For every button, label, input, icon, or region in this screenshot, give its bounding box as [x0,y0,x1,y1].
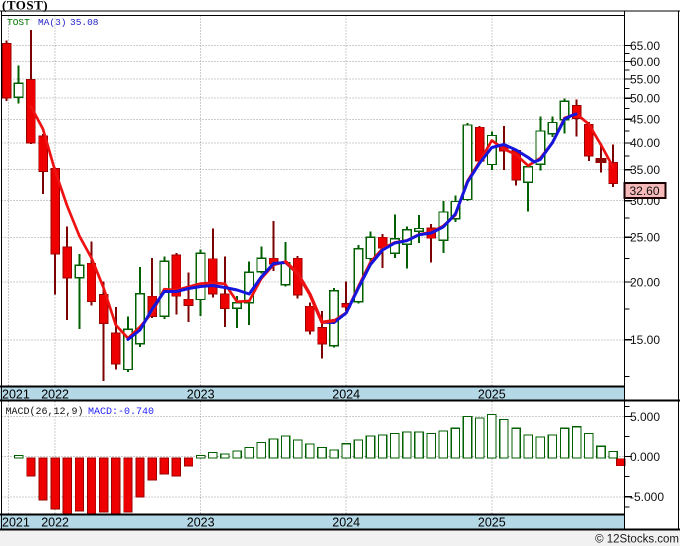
svg-text:45.00: 45.00 [630,113,660,127]
svg-text:2024: 2024 [332,388,360,402]
svg-text:35.08: 35.08 [70,17,99,28]
svg-text:55.00: 55.00 [630,72,660,86]
svg-text:50.00: 50.00 [630,92,660,106]
svg-text:25.00: 25.00 [630,231,660,245]
svg-text:65.00: 65.00 [630,39,660,53]
svg-text:MACD(26,12,9): MACD(26,12,9) [6,406,84,418]
svg-text:5.000: 5.000 [630,410,660,424]
svg-text:(TOST): (TOST) [2,0,48,13]
svg-text:-5.000: -5.000 [630,490,664,504]
svg-text:20.00: 20.00 [630,275,660,289]
svg-text:2022: 2022 [41,388,69,402]
svg-text:MACD:-0.740: MACD:-0.740 [88,407,154,418]
svg-text:MA(3): MA(3) [38,17,67,28]
svg-text:2023: 2023 [187,516,215,530]
svg-text:2025: 2025 [478,516,506,530]
svg-text:2023: 2023 [187,388,215,402]
svg-text:2024: 2024 [332,516,360,530]
svg-text:2021: 2021 [2,388,30,402]
svg-text:15.00: 15.00 [630,333,660,347]
svg-text:40.00: 40.00 [630,136,660,150]
svg-text:2022: 2022 [41,516,69,530]
svg-text:© 12Stocks.com: © 12Stocks.com [595,534,679,546]
svg-text:2025: 2025 [478,388,506,402]
svg-text:TOST: TOST [7,17,30,28]
svg-text:32.60: 32.60 [630,184,660,198]
svg-text:2021: 2021 [2,516,30,530]
svg-text:35.00: 35.00 [630,163,660,177]
svg-text:60.00: 60.00 [630,55,660,69]
svg-text:0.000: 0.000 [630,450,660,464]
